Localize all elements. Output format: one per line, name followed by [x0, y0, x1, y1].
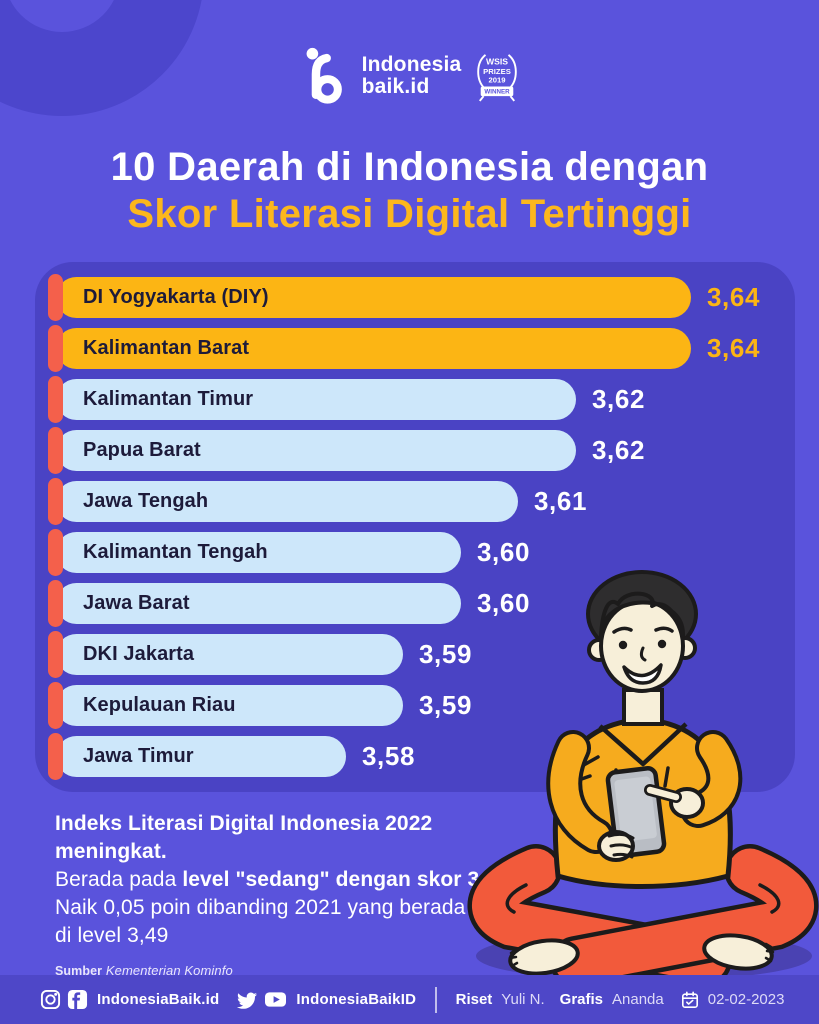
- bar-row: Jawa Tengah 3,61: [48, 478, 795, 525]
- summary-line1: Indeks Literasi Digital Indonesia 2022 m…: [55, 812, 433, 863]
- bar: DKI Jakarta: [56, 634, 403, 675]
- bar-value: 3,62: [592, 384, 646, 414]
- bar-accent-tick: [48, 580, 63, 627]
- bar-value: 3,64: [707, 282, 761, 312]
- riset-label: Riset: [455, 991, 493, 1008]
- bar-label: DKI Jakarta: [83, 643, 195, 665]
- bar-label: Kalimantan Tengah: [83, 541, 268, 563]
- bar-row: Kalimantan Timur 3,62: [48, 376, 795, 423]
- grafis-name: Ananda: [612, 991, 664, 1008]
- bar-label: Kalimantan Barat: [83, 337, 250, 359]
- bar-row: Kalimantan Tengah 3,60: [48, 529, 795, 576]
- bar-value: 3,60: [477, 537, 531, 567]
- bar-row: Jawa Barat 3,60: [48, 580, 795, 627]
- wsis-prize-badge-icon: WSIS PRIZES 2019 WINNER: [477, 54, 518, 102]
- footer-bar: IndonesiaBaik.id IndonesiaBaikID Riset Y…: [0, 975, 819, 1024]
- bar-row: DI Yogyakarta (DIY) 3,64: [48, 274, 795, 321]
- source-name: Kementerian Kominfo: [105, 963, 233, 978]
- bar-accent-tick: [48, 733, 63, 780]
- bar: Jawa Tengah: [56, 481, 518, 522]
- riset-name: Yuli N.: [501, 991, 545, 1008]
- indonesiabaik-logo-icon: [306, 47, 342, 104]
- title-line1: 10 Daerah di Indonesia dengan: [110, 145, 709, 189]
- bar: Papua Barat: [56, 430, 576, 471]
- twitter-icon: [237, 991, 258, 1009]
- social-handle-1: IndonesiaBaik.id: [97, 991, 220, 1008]
- summary-line2-regular: Berada pada: [55, 868, 183, 891]
- bar-label: Kalimantan Timur: [83, 388, 254, 410]
- youtube-icon: [265, 992, 287, 1007]
- social-handle-2: IndonesiaBaikID: [296, 991, 417, 1008]
- bar-accent-tick: [48, 529, 63, 576]
- person-with-phone-illustration: [467, 570, 819, 982]
- bar-accent-tick: [48, 376, 63, 423]
- bar-accent-tick: [48, 325, 63, 372]
- bar-value: 3,64: [707, 333, 761, 363]
- brand-name: Indonesia baik.id: [361, 52, 462, 98]
- bar: Kalimantan Timur: [56, 379, 576, 420]
- bar-label: Papua Barat: [83, 439, 201, 461]
- bar-row: Kepulauan Riau 3,59: [48, 682, 795, 729]
- bar-label: Jawa Tengah: [83, 490, 209, 512]
- bar-accent-tick: [48, 427, 63, 474]
- instagram-icon: [40, 989, 61, 1010]
- bar-value: 3,58: [362, 741, 416, 771]
- bar-row: DKI Jakarta 3,59: [48, 631, 795, 678]
- bar-value: 3,61: [534, 486, 588, 516]
- bar-value: 3,59: [419, 639, 473, 669]
- facebook-icon: [67, 989, 88, 1010]
- source-line: Sumber Kementerian Kominfo: [55, 957, 515, 985]
- bar-value: 3,62: [592, 435, 646, 465]
- bar-accent-tick: [48, 682, 63, 729]
- bar-chart: DI Yogyakarta (DIY) 3,64 Kalimantan Bara…: [48, 274, 795, 780]
- summary-text: Indeks Literasi Digital Indonesia 2022 m…: [55, 810, 515, 985]
- bar: Jawa Timur: [56, 736, 346, 777]
- bar: Kalimantan Barat: [56, 328, 691, 369]
- bar: Kalimantan Tengah: [56, 532, 461, 573]
- svg-text:WINNER: WINNER: [485, 89, 511, 96]
- publish-date: 02-02-2023: [707, 991, 785, 1008]
- svg-text:WSIS: WSIS: [486, 57, 508, 67]
- header: Indonesia baik.id WSIS PRIZES 2019 WINNE…: [0, 40, 819, 112]
- svg-text:2019: 2019: [489, 76, 506, 85]
- svg-text:PRIZES: PRIZES: [484, 67, 512, 76]
- brand-line2: baik.id: [361, 75, 430, 98]
- bar-label: Jawa Timur: [83, 745, 194, 767]
- summary-line3: Naik 0,05 poin dibanding 2021 yang berad…: [55, 896, 466, 919]
- bar-label: Kepulauan Riau: [83, 694, 236, 716]
- page-title: 10 Daerah di Indonesia dengan Skor Liter…: [0, 144, 819, 238]
- footer-content: IndonesiaBaik.id IndonesiaBaikID Riset Y…: [0, 986, 785, 1013]
- bar-accent-tick: [48, 631, 63, 678]
- calendar-icon: [681, 991, 698, 1008]
- bar-row: Papua Barat 3,62: [48, 427, 795, 474]
- bar-label: DI Yogyakarta (DIY): [83, 286, 269, 308]
- bar-value: 3,60: [477, 588, 531, 618]
- footer-divider: [435, 986, 437, 1013]
- bar-accent-tick: [48, 478, 63, 525]
- bar-accent-tick: [48, 274, 63, 321]
- bar-row: Kalimantan Barat 3,64: [48, 325, 795, 372]
- grafis-label: Grafis: [559, 991, 604, 1008]
- bar: Jawa Barat: [56, 583, 461, 624]
- bar: Kepulauan Riau: [56, 685, 403, 726]
- bar-value: 3,59: [419, 690, 473, 720]
- bar-label: Jawa Barat: [83, 592, 190, 614]
- summary-line2-bold: level "sedang" dengan skor 3,54.: [182, 868, 515, 891]
- bar-row: Jawa Timur 3,58: [48, 733, 795, 780]
- brand-line1: Indonesia: [361, 52, 462, 76]
- source-label: Sumber: [55, 964, 103, 978]
- bar: DI Yogyakarta (DIY): [56, 277, 691, 318]
- chart-panel: DI Yogyakarta (DIY) 3,64 Kalimantan Bara…: [35, 262, 795, 792]
- title-line2: Skor Literasi Digital Tertinggi: [127, 192, 692, 236]
- summary-line4: di level 3,49: [55, 924, 169, 947]
